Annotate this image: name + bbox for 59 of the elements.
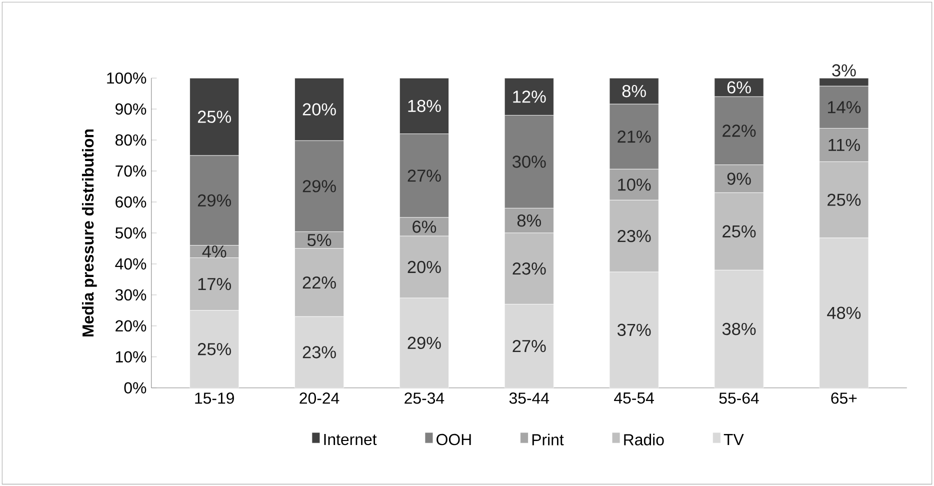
legend-label: TV: [724, 434, 744, 445]
data-label: 12%: [513, 90, 546, 103]
data-label: 10%: [618, 178, 651, 191]
x-tick-label: 65+: [831, 392, 857, 404]
data-label: 29%: [302, 180, 336, 192]
data-label: 25%: [722, 225, 756, 238]
y-tick-label: 60%: [116, 196, 146, 208]
data-label: 48%: [827, 306, 861, 319]
data-label: 18%: [408, 100, 441, 112]
data-label: 29%: [198, 194, 232, 206]
legend-label: Internet: [324, 434, 377, 445]
data-label: 3%: [832, 64, 856, 76]
data-label: 25%: [198, 342, 232, 356]
data-label: 22%: [302, 276, 336, 288]
y-axis-title: Media pressure distribution: [82, 129, 97, 336]
y-tick-label: 20%: [116, 320, 146, 332]
data-label: 38%: [722, 322, 756, 335]
data-label: 25%: [828, 194, 861, 206]
x-tick-label: 25-34: [404, 392, 444, 404]
legend-label: OOH: [436, 434, 471, 446]
data-label: 6%: [412, 220, 436, 233]
data-label: 22%: [722, 124, 756, 137]
data-label: 8%: [622, 84, 646, 98]
data-label: 20%: [408, 260, 441, 273]
data-label: 21%: [618, 130, 651, 143]
y-tick-label: 80%: [115, 134, 146, 146]
data-label: 23%: [512, 262, 546, 275]
y-tick-label: 0%: [124, 382, 146, 394]
y-tick-label: 90%: [116, 103, 146, 115]
data-label: 27%: [408, 169, 441, 182]
data-label: 9%: [727, 172, 751, 185]
y-tick-label: 40%: [115, 258, 146, 270]
data-label: 6%: [727, 81, 751, 94]
data-label: 5%: [307, 234, 332, 246]
x-tick-label: 55-64: [719, 392, 759, 404]
y-tick-label: 10%: [116, 351, 146, 362]
data-label: 23%: [618, 230, 651, 242]
data-label: 30%: [512, 155, 546, 168]
data-label: 29%: [408, 336, 441, 349]
y-tick-label: 100%: [107, 72, 146, 84]
x-tick-label: 15-19: [195, 392, 234, 404]
data-label: 37%: [617, 324, 651, 336]
x-tick-label: 35-44: [509, 392, 550, 404]
legend-label: Print: [532, 434, 564, 446]
data-label: 20%: [302, 103, 336, 116]
data-label: 27%: [512, 340, 546, 352]
data-label: 8%: [517, 214, 542, 227]
data-label: 23%: [302, 346, 336, 358]
x-tick-label: 20-24: [300, 392, 340, 404]
y-tick-label: 70%: [116, 165, 146, 176]
legend-label: Radio: [624, 434, 664, 446]
y-tick-label: 50%: [115, 227, 146, 238]
x-tick-label: 45-54: [614, 392, 654, 404]
data-label: 11%: [828, 138, 860, 151]
data-label: 14%: [828, 101, 861, 114]
data-label: 4%: [202, 245, 226, 258]
data-label: 17%: [198, 278, 232, 290]
data-label: 25%: [198, 110, 232, 123]
y-tick-label: 30%: [115, 289, 146, 300]
